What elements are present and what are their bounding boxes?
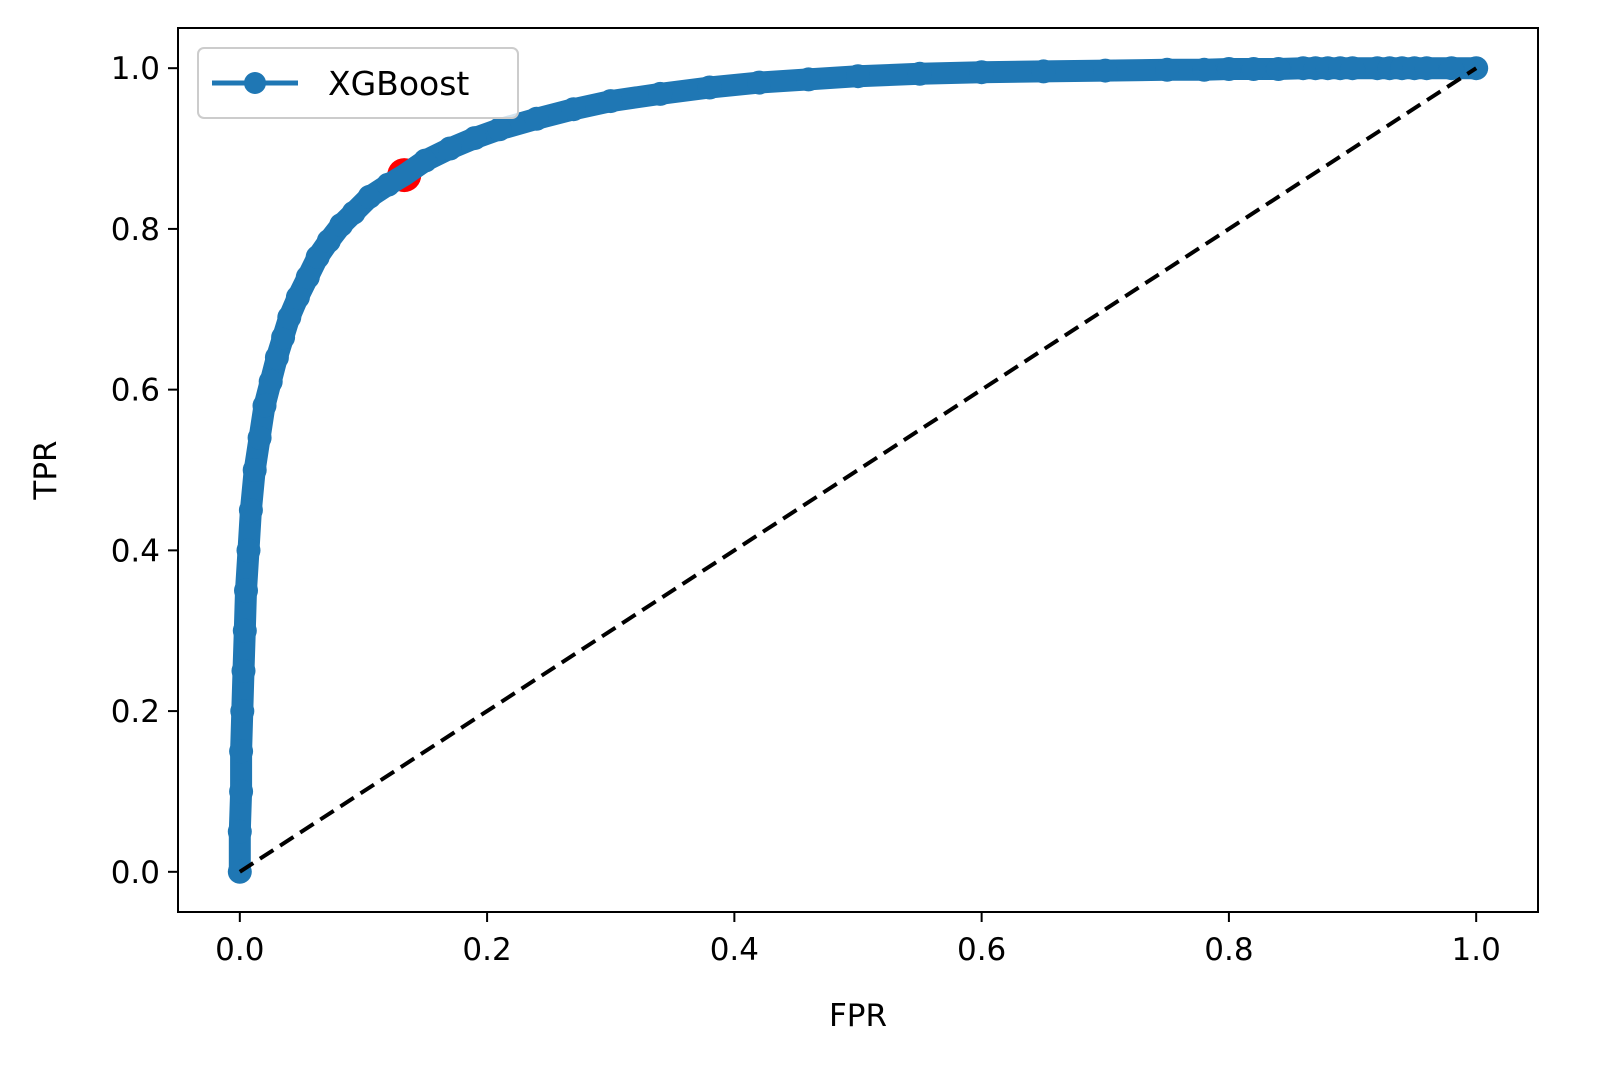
y-tick-label: 0.0 (111, 855, 160, 891)
roc-curve-point (1266, 57, 1291, 81)
x-axis-label: FPR (829, 998, 887, 1034)
roc-curve-point (1464, 56, 1489, 81)
chance-diagonal-line (238, 66, 1478, 874)
roc-curve-point (1093, 58, 1118, 83)
roc-curve-point (1192, 57, 1217, 82)
roc-curve-point (229, 779, 254, 804)
x-tick-label: 0.4 (710, 932, 759, 968)
roc-curve-point (236, 538, 261, 563)
x-axis-ticks: 0.0 0.2 0.4 0.6 0.8 1.0 (215, 912, 1501, 968)
roc-curve-point (1155, 57, 1180, 82)
roc-curve (227, 56, 1489, 884)
roc-curve-point (285, 285, 310, 310)
roc-curve-point (271, 325, 296, 350)
roc-curve-point (234, 578, 258, 603)
roc-curve-point (1340, 56, 1365, 81)
x-tick-label: 0.8 (1204, 932, 1253, 968)
roc-curve-point (252, 393, 277, 418)
y-tick-label: 0.4 (111, 533, 160, 569)
optimal-threshold-point (377, 149, 437, 196)
roc-curve-point (969, 60, 994, 85)
roc-curve-point (524, 106, 549, 131)
roc-curve-point (242, 458, 267, 482)
roc-curve-point (230, 699, 255, 724)
roc-curve-point (232, 618, 257, 643)
x-tick-label: 1.0 (1452, 932, 1501, 968)
roc-curve-point (1414, 56, 1439, 81)
x-tick-label: 0.6 (957, 932, 1006, 968)
roc-curve-point (796, 67, 821, 92)
roc-curve-point (697, 75, 722, 100)
roc-curve-point (227, 859, 252, 884)
roc-curve-point (258, 369, 283, 394)
roc-curve-point (438, 136, 462, 161)
y-tick-label: 0.2 (111, 694, 160, 730)
roc-curve-point (238, 498, 263, 523)
roc-curve-point (277, 305, 302, 330)
roc-curve-point (462, 126, 487, 151)
y-tick-label: 0.6 (111, 373, 160, 409)
roc-curve-point (907, 61, 932, 86)
y-axis-label: TPR (28, 440, 64, 500)
legend-marker-swatch (244, 72, 266, 94)
roc-curve-point (264, 345, 289, 370)
roc-curve-point (341, 200, 366, 225)
roc-curve-point (247, 425, 272, 450)
roc-curve-point (227, 819, 252, 844)
roc-curve-point (747, 70, 772, 95)
x-tick-label: 0.0 (215, 932, 264, 968)
roc-curve-point (487, 117, 512, 142)
roc-curve-overlay (377, 149, 437, 196)
roc-curve-point (295, 265, 320, 290)
legend-box (197, 47, 519, 119)
roc-curve-point (1241, 57, 1266, 81)
y-axis-ticks: 0.0 0.2 0.4 0.6 0.8 1.0 (111, 51, 178, 891)
plot-frame (177, 27, 1539, 913)
roc-curve-point (1031, 59, 1056, 84)
legend: XGBoost (197, 47, 519, 119)
roc-curve-point (561, 97, 586, 122)
roc-curve-point (1439, 56, 1464, 81)
roc-curve-point (846, 64, 870, 89)
roc-curve-point (229, 739, 254, 764)
roc-curve-point (598, 89, 623, 114)
y-tick-label: 1.0 (111, 51, 160, 87)
y-tick-label: 0.8 (111, 212, 160, 248)
x-tick-label: 0.2 (462, 932, 511, 968)
legend-entry-xgboost: XGBoost (328, 64, 469, 103)
roc-curve-point (357, 184, 382, 209)
roc-curve-point (648, 81, 673, 106)
roc-curve-point (231, 658, 256, 683)
roc-curve-point (1216, 57, 1241, 81)
